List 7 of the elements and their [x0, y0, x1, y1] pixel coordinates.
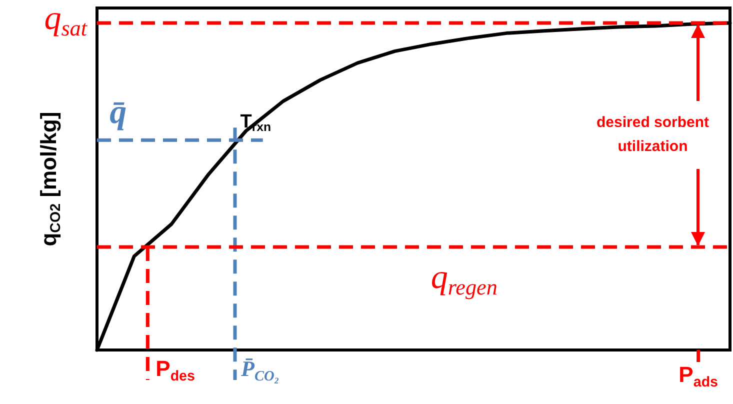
- ref-line-label: q̄: [110, 94, 127, 132]
- ref-line-label: q$_{sat}$: [44, 0, 87, 42]
- annotation: desired sorbent utilization: [588, 111, 718, 160]
- ref-line-label: q$_{regen}$: [430, 259, 498, 301]
- text: P$_{des}$: [156, 356, 195, 384]
- text: P̄$_{CO₂}$: [240, 356, 280, 386]
- text: P$_{ads}$: [678, 362, 718, 390]
